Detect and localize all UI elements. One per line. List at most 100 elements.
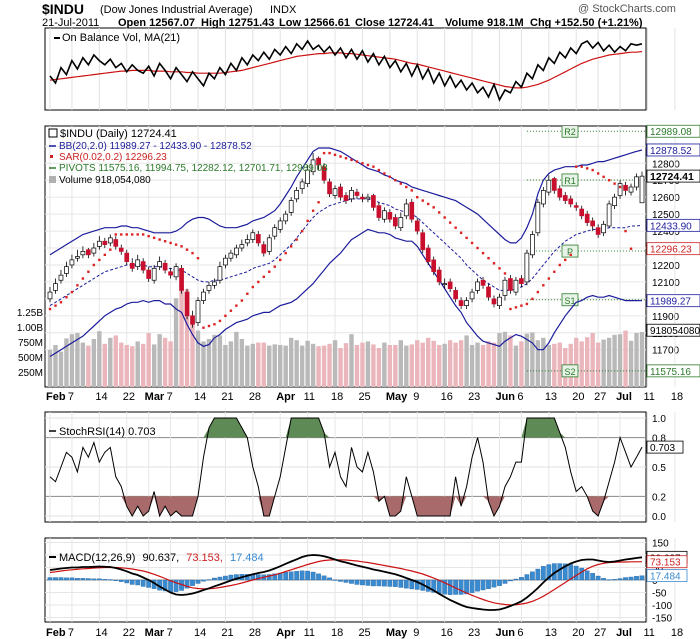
chart-header: $INDU (Dow Jones Industrial Average) IND… [42, 1, 676, 29]
sar-dot [394, 179, 397, 182]
sar-dot [459, 231, 463, 234]
volume-bar [404, 345, 409, 387]
macd-histogram-bar [442, 579, 448, 595]
price-right-label-box [646, 364, 700, 378]
sar-dot [416, 195, 419, 199]
sar-dot [564, 258, 567, 262]
sar-dot [98, 258, 101, 262]
volume-bar [590, 333, 595, 387]
stochrsi-y-tick-label: 0.8 [652, 434, 666, 445]
volume-bar [535, 340, 541, 387]
x-axis-top-label: 9 [413, 391, 419, 403]
volume-bar [595, 342, 601, 387]
candle-body [436, 269, 442, 283]
volume-bar [431, 340, 436, 387]
macd-y-tick-label: -100 [652, 601, 672, 612]
macd-histogram-bar [436, 579, 442, 594]
x-axis-bottom-label: 11 [304, 627, 315, 639]
sar-dot [114, 233, 117, 236]
macd-histogram-bar [392, 579, 398, 587]
candle-body [551, 178, 557, 191]
candle-body [354, 191, 360, 196]
volume-bar [201, 341, 206, 387]
sar-dot [295, 238, 298, 241]
volume-bar [108, 337, 113, 387]
candle-body [639, 175, 645, 204]
sar-dot [580, 165, 583, 168]
macd-histogram-bar [162, 579, 168, 592]
volume-bar [628, 340, 634, 387]
pivot-lines: R2 R1 P S1 S2 [526, 126, 646, 378]
x-axis-top-label: Jun [495, 391, 515, 403]
candle-body [310, 159, 316, 173]
candle-body [458, 300, 464, 306]
sar-dot [328, 151, 331, 155]
volume-bar [184, 289, 190, 387]
candle-body [184, 291, 190, 317]
volume-bar [272, 344, 277, 387]
x-axis-bottom-label: 20 [572, 627, 584, 639]
candle-body [162, 262, 168, 271]
macd-panel: 150100500-50-100-150 MACD(12,26,9) 90.63… [44, 537, 688, 625]
volume-bar [617, 334, 623, 387]
volume-bar [75, 333, 80, 387]
sar-dot [92, 263, 96, 267]
pivot-label: R2 [564, 127, 576, 137]
candle-body [403, 203, 409, 217]
x-axis-bottom-label: 21 [221, 627, 233, 639]
macd-histogram-bar [173, 579, 179, 592]
price-legend-pivots: PIVOTS 11575.16, 11994.75, 12282.12, 127… [59, 163, 328, 174]
macd-histogram-bar [212, 577, 217, 581]
volume-bar [91, 339, 97, 387]
price-legend-bb: BB(20,2.0) 11989.27 - 12433.90 - 12878.5… [59, 141, 252, 152]
candle-body [179, 268, 184, 291]
sar-dot [141, 233, 145, 236]
macd-histogram-bar [590, 573, 596, 581]
volume-bar [173, 298, 179, 387]
header-change: Chg +152.50 (+1.21%) [530, 17, 643, 29]
candle-body [261, 244, 267, 254]
macd-right-label-box [646, 569, 688, 583]
sar-dot [196, 256, 200, 260]
candle-body [617, 183, 623, 196]
sar-dot [388, 175, 392, 179]
macd-histogram-bar [64, 577, 69, 581]
price-right-label-box [646, 323, 700, 337]
volume-bar [179, 285, 184, 387]
candle-body [239, 244, 245, 249]
macd-histogram-bar [508, 579, 513, 582]
volume-bar [354, 345, 360, 387]
price-y-tick-label: 12800 [652, 159, 680, 170]
sar-dot [361, 162, 364, 165]
sar-dot [224, 314, 227, 318]
candle-body [508, 278, 513, 291]
candle-body [595, 227, 601, 235]
volume-bar [234, 331, 239, 387]
candle-body [140, 261, 146, 271]
macd-histogram-bar [573, 565, 579, 581]
volume-bar [256, 342, 261, 387]
macd-histogram-bar [69, 577, 75, 581]
candle-body [217, 266, 223, 281]
x-axis-bottom-label: 27 [594, 627, 606, 639]
volume-bar [278, 345, 283, 387]
sar-dot [180, 245, 183, 248]
sar-dot [624, 229, 627, 233]
volume-tick-label: 500M [18, 353, 43, 364]
macd-histogram-bar [102, 579, 108, 581]
macd-histogram-bar [623, 577, 628, 581]
sar-dot [152, 236, 156, 240]
macd-legend: MACD(12,26,9) 90.637, 73.153, 17.484 [59, 552, 264, 564]
macd-histogram-bar [601, 578, 606, 581]
volume-tick-label: 250M [18, 368, 43, 379]
sar-dot [136, 233, 139, 236]
sar-dot [284, 251, 287, 255]
volume-bar [190, 318, 195, 387]
candle-body [502, 279, 508, 296]
x-axis-bottom-label: 11 [643, 627, 654, 639]
pivot-label: P [567, 247, 573, 257]
volume-bar [245, 345, 250, 387]
candle-body [190, 315, 195, 325]
sar-dot [251, 285, 255, 289]
macd-histogram-bar [338, 579, 343, 582]
